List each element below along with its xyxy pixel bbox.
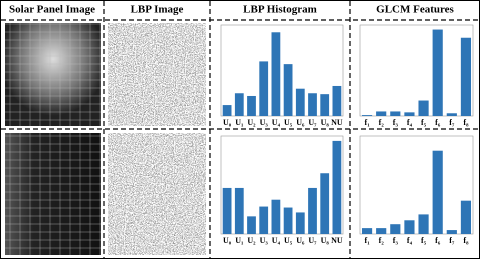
x-tick-label: f₆ bbox=[435, 236, 441, 245]
bar bbox=[320, 173, 330, 234]
x-tick-label: f₃ bbox=[393, 118, 399, 127]
lbp-image bbox=[108, 23, 206, 255]
bar bbox=[320, 94, 330, 116]
x-tick-label: f₅ bbox=[421, 236, 427, 245]
bar bbox=[234, 187, 244, 234]
bar bbox=[259, 61, 269, 116]
bar bbox=[271, 199, 281, 234]
bar bbox=[404, 112, 415, 116]
bar bbox=[390, 224, 401, 234]
bar bbox=[234, 93, 244, 116]
solar-image bbox=[5, 23, 101, 255]
x-tick-label: U₁ bbox=[235, 118, 244, 127]
bar bbox=[247, 216, 256, 234]
x-tick-label: f₈ bbox=[463, 236, 469, 245]
x-tick-label: f₂ bbox=[379, 118, 385, 127]
bar bbox=[376, 228, 387, 234]
x-tick-label: U₅ bbox=[284, 118, 293, 127]
x-tick-label: U₄ bbox=[272, 236, 281, 245]
bar bbox=[295, 212, 305, 234]
x-tick-label: U₆ bbox=[296, 118, 305, 127]
x-tick-label: U₇ bbox=[308, 236, 317, 245]
x-tick-label: f₁ bbox=[365, 236, 371, 245]
bar bbox=[283, 207, 293, 234]
x-tick-label: U₃ bbox=[260, 118, 269, 127]
column-header: Solar Panel Image bbox=[9, 4, 95, 16]
bar bbox=[271, 32, 281, 116]
plot-area bbox=[359, 135, 474, 235]
bar bbox=[295, 88, 305, 116]
bar bbox=[418, 214, 429, 234]
x-tick-label: NU bbox=[331, 236, 343, 245]
bar bbox=[404, 220, 415, 234]
x-tick-label: U₂ bbox=[247, 236, 256, 245]
bar bbox=[446, 113, 457, 116]
column-header: GLCM Features bbox=[376, 4, 454, 16]
x-tick-label: f₄ bbox=[407, 236, 413, 245]
bar bbox=[460, 37, 472, 116]
bar bbox=[376, 111, 387, 116]
x-tick-label: U₂ bbox=[247, 118, 256, 127]
column-header: LBP Histogram bbox=[243, 4, 317, 16]
x-tick-label: f₇ bbox=[449, 118, 455, 127]
x-tick-label: U₃ bbox=[260, 236, 269, 245]
x-tick-label: f₆ bbox=[435, 118, 441, 127]
x-tick-label: U₇ bbox=[308, 118, 317, 127]
bar bbox=[361, 228, 373, 234]
x-tick-label: U₀ bbox=[223, 236, 232, 245]
bar bbox=[418, 100, 429, 116]
bar bbox=[332, 85, 342, 116]
x-tick-label: f₈ bbox=[463, 118, 469, 127]
x-tick-label: f₇ bbox=[449, 236, 455, 245]
bar bbox=[446, 230, 457, 234]
bar bbox=[247, 95, 256, 116]
bar bbox=[283, 64, 293, 116]
bar bbox=[361, 115, 373, 116]
bar bbox=[308, 93, 317, 116]
bar bbox=[390, 111, 401, 116]
x-tick-label: U₄ bbox=[272, 118, 281, 127]
x-tick-label: NU bbox=[331, 118, 343, 127]
bar bbox=[222, 105, 232, 116]
bar bbox=[308, 187, 317, 234]
bar bbox=[222, 187, 232, 234]
x-tick-label: f₄ bbox=[407, 118, 413, 127]
x-tick-label: U₁ bbox=[235, 236, 244, 245]
x-tick-label: U₈ bbox=[321, 118, 330, 127]
x-tick-label: f₃ bbox=[393, 236, 399, 245]
bar bbox=[460, 200, 472, 234]
bar bbox=[332, 140, 342, 234]
x-tick-label: f₅ bbox=[421, 118, 427, 127]
x-tick-label: U₅ bbox=[284, 236, 293, 245]
bar bbox=[432, 29, 443, 116]
x-tick-label: U₈ bbox=[321, 236, 330, 245]
column-header: LBP Image bbox=[131, 4, 184, 16]
bar bbox=[432, 150, 443, 234]
x-tick-label: U₀ bbox=[223, 118, 232, 127]
x-tick-label: f₂ bbox=[379, 236, 385, 245]
plot-area bbox=[359, 24, 474, 117]
x-tick-label: U₆ bbox=[296, 236, 305, 245]
x-tick-label: f₁ bbox=[365, 118, 371, 127]
bar bbox=[259, 206, 269, 234]
